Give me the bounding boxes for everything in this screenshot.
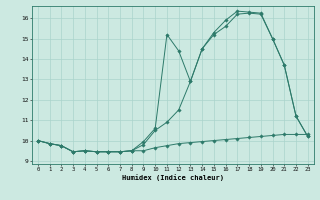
X-axis label: Humidex (Indice chaleur): Humidex (Indice chaleur) <box>122 174 224 181</box>
